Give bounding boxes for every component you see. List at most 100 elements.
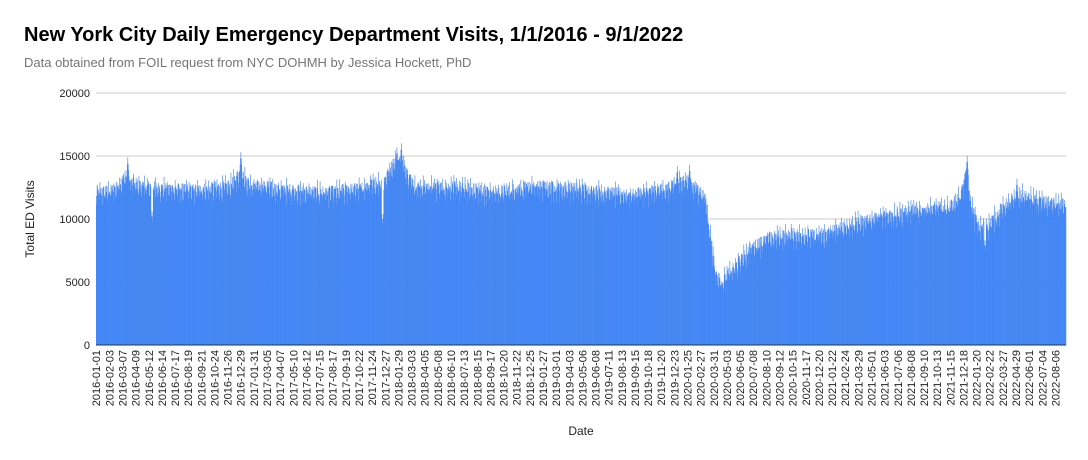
- bar: [692, 185, 693, 345]
- bar: [553, 202, 555, 345]
- bar: [807, 225, 809, 345]
- bar: [582, 186, 584, 345]
- bar: [617, 195, 618, 345]
- bar: [379, 180, 380, 345]
- bar: [428, 183, 430, 345]
- bar: [380, 187, 381, 345]
- bar: [336, 203, 337, 345]
- bar: [889, 214, 891, 345]
- bar: [1046, 208, 1048, 345]
- bar: [924, 218, 925, 345]
- bar: [309, 187, 311, 345]
- bar: [177, 184, 179, 345]
- bar: [1038, 190, 1040, 345]
- bar: [975, 217, 977, 345]
- bar: [1018, 198, 1020, 345]
- bar: [198, 185, 200, 345]
- bar: [637, 196, 639, 345]
- x-tick-label: 2018-12-25: [525, 350, 537, 406]
- bar: [598, 179, 600, 345]
- bar: [1022, 200, 1024, 345]
- bar: [991, 216, 993, 345]
- bar: [807, 229, 809, 345]
- bar: [471, 187, 473, 345]
- bar: [256, 179, 258, 345]
- bar: [927, 213, 928, 345]
- bar: [397, 153, 398, 345]
- bar: [371, 186, 373, 345]
- bar: [112, 185, 113, 345]
- bar: [348, 187, 349, 345]
- bar: [947, 205, 948, 345]
- bar: [831, 230, 833, 345]
- bar: [126, 169, 128, 345]
- bar: [987, 225, 988, 345]
- bar: [314, 187, 315, 345]
- bar: [682, 176, 683, 345]
- x-tick-label: 2019-06-08: [591, 350, 603, 406]
- bar: [801, 249, 803, 345]
- bar: [690, 177, 691, 345]
- bar: [778, 246, 780, 345]
- bar: [541, 186, 543, 345]
- bar: [206, 186, 207, 345]
- bar: [131, 178, 133, 345]
- bar: [711, 240, 713, 345]
- bar: [802, 237, 804, 345]
- bar: [953, 207, 954, 345]
- bar: [708, 223, 709, 345]
- bar: [966, 156, 968, 345]
- bar: [540, 189, 542, 345]
- bar: [754, 241, 756, 345]
- bar: [590, 189, 591, 345]
- bar: [137, 179, 138, 345]
- bar: [605, 191, 606, 345]
- bar: [514, 187, 516, 345]
- bar: [121, 192, 123, 345]
- bar: [740, 272, 741, 345]
- bar: [172, 184, 174, 345]
- bar: [686, 188, 688, 345]
- bar: [633, 194, 635, 345]
- x-tick-label: 2019-12-23: [669, 350, 681, 406]
- bar: [570, 203, 571, 345]
- bar: [866, 218, 868, 345]
- bar: [461, 176, 463, 345]
- bar: [607, 186, 609, 345]
- bar: [977, 222, 979, 345]
- bar: [150, 211, 152, 345]
- bar: [452, 184, 454, 345]
- bar: [884, 217, 885, 345]
- bar: [1040, 208, 1042, 345]
- x-tick-label: 2019-01-27: [538, 350, 550, 406]
- bar: [212, 184, 213, 345]
- bar: [109, 192, 110, 345]
- bar: [402, 160, 403, 345]
- bar: [998, 209, 1000, 345]
- bar: [219, 200, 220, 345]
- bar: [839, 222, 841, 345]
- bar: [483, 206, 485, 345]
- bar: [291, 196, 292, 345]
- bar: [174, 194, 175, 345]
- bar: [358, 177, 360, 345]
- bar: [970, 195, 971, 345]
- bar: [318, 195, 319, 345]
- bar: [391, 161, 392, 345]
- bar: [602, 194, 603, 345]
- bar: [477, 193, 479, 345]
- bar: [556, 179, 558, 345]
- bar: [184, 184, 185, 345]
- bar: [920, 212, 922, 345]
- bar: [753, 241, 755, 345]
- bar: [736, 268, 738, 345]
- bar: [747, 254, 748, 345]
- bar: [728, 275, 730, 345]
- bar: [440, 190, 441, 345]
- bar: [952, 208, 954, 345]
- bar: [950, 207, 951, 345]
- bar: [222, 182, 224, 345]
- bar: [516, 188, 518, 345]
- bar: [685, 179, 686, 345]
- bar: [698, 195, 699, 345]
